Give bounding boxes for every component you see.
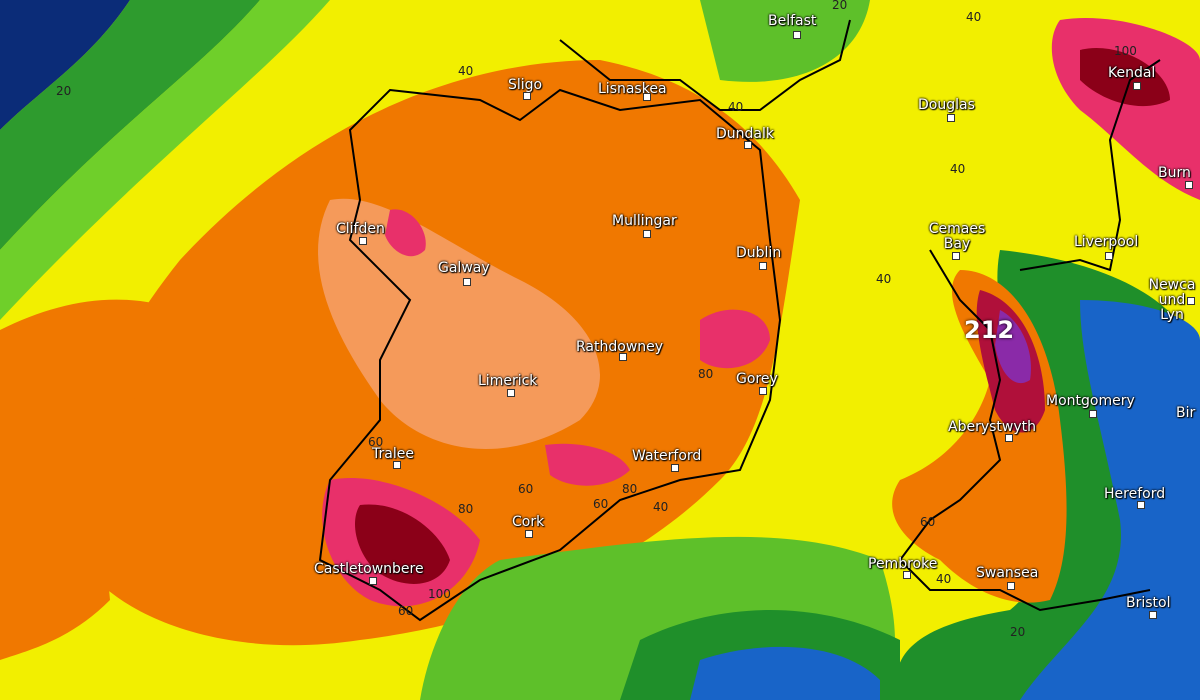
place-label: Clifden: [336, 221, 385, 237]
contour-label: 40: [653, 500, 669, 514]
place-label: Mullingar: [612, 213, 677, 229]
contour-label: 60: [920, 515, 936, 529]
place-label: Sligo: [508, 77, 543, 93]
place-label: Pembroke: [868, 556, 938, 572]
place-label: Cork: [512, 514, 545, 530]
place-marker: [507, 389, 515, 397]
contour-label: 20: [56, 84, 72, 98]
place-label: Liverpool: [1074, 234, 1139, 250]
place-marker: [463, 278, 471, 286]
contour-label: 60: [368, 435, 384, 449]
place-label: Aberystwyth: [948, 419, 1036, 435]
place-label: Kendal: [1108, 65, 1156, 81]
place-marker: [1137, 501, 1145, 509]
place-marker: [759, 387, 767, 395]
place-marker: [947, 114, 955, 122]
contour-label: 40: [876, 272, 892, 286]
place-label: Tralee: [372, 446, 414, 462]
place-marker: [759, 262, 767, 270]
place-marker: [359, 237, 367, 245]
contour-label: 80: [622, 482, 638, 496]
place-label: Lisnaskea: [598, 81, 667, 97]
place-marker: [523, 92, 531, 100]
place-label: Limerick: [478, 373, 538, 389]
place-marker: [1105, 252, 1113, 260]
place-label: Cemaes Bay: [928, 221, 986, 252]
contour-label: 40: [966, 10, 982, 24]
place-label: Burn: [1158, 165, 1191, 181]
place-label: Swansea: [976, 565, 1039, 581]
place-label: Hereford: [1104, 486, 1166, 502]
contour-label: 40: [458, 64, 474, 78]
place-label: Galway: [438, 260, 490, 276]
place-marker: [1187, 297, 1195, 305]
place-label: Newca und Lyn: [1148, 277, 1196, 323]
place-label: Gorey: [736, 371, 778, 387]
place-label: Dublin: [736, 245, 782, 261]
contour-label: 60: [593, 497, 609, 511]
place-marker: [903, 571, 911, 579]
place-label: Belfast: [768, 13, 817, 29]
place-marker: [1133, 82, 1141, 90]
contour-label: 60: [398, 604, 414, 618]
place-marker: [952, 252, 960, 260]
peak-label: 212: [964, 316, 1015, 344]
place-label: Bir: [1176, 405, 1196, 421]
place-marker: [1007, 582, 1015, 590]
place-label: Castletownbere: [314, 561, 424, 577]
contour-label: 100: [1114, 44, 1137, 58]
place-label: Dundalk: [716, 126, 774, 142]
place-label: Waterford: [632, 448, 702, 464]
place-marker: [393, 461, 401, 469]
contour-label: 40: [950, 162, 966, 176]
place-marker: [1005, 434, 1013, 442]
contour-label: 20: [1010, 625, 1026, 639]
place-marker: [619, 353, 627, 361]
place-label: Bristol: [1126, 595, 1171, 611]
place-marker: [643, 93, 651, 101]
contour-label: 80: [458, 502, 474, 516]
contour-label: 60: [518, 482, 534, 496]
place-marker: [369, 577, 377, 585]
place-marker: [744, 141, 752, 149]
place-marker: [1149, 611, 1157, 619]
place-marker: [1089, 410, 1097, 418]
place-label: Rathdowney: [576, 339, 664, 355]
place-marker: [1185, 181, 1193, 189]
contour-label: 40: [936, 572, 952, 586]
contour-label: 100: [428, 587, 451, 601]
place-label: Douglas: [918, 97, 975, 113]
place-marker: [793, 31, 801, 39]
place-marker: [643, 230, 651, 238]
place-label: Montgomery: [1046, 393, 1135, 409]
place-marker: [671, 464, 679, 472]
place-marker: [525, 530, 533, 538]
contour-label: 20: [832, 0, 848, 12]
contour-label: 80: [698, 367, 714, 381]
contour-label: 40: [728, 100, 744, 114]
